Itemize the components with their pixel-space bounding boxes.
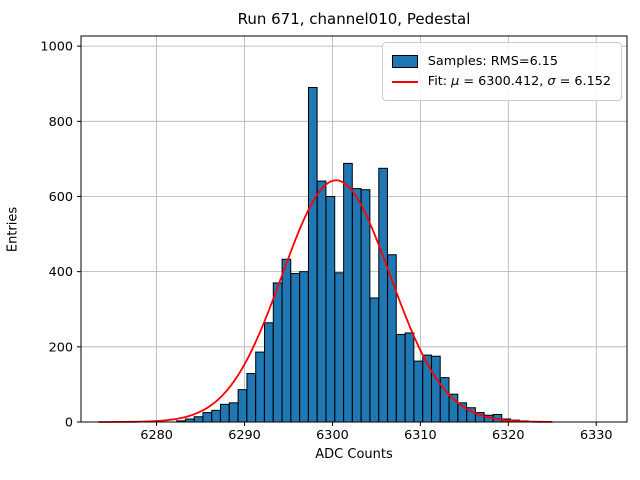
chart-title: Run 671, channel010, Pedestal [237,10,471,28]
fit-curve [98,179,553,423]
histogram-bar [220,403,230,423]
histogram-swatch-icon [391,55,418,68]
y-tick-label: 800 [49,115,73,130]
histogram-bar [439,377,450,423]
x-tick-label: 6310 [404,428,437,443]
histogram-bar [378,167,388,423]
x-tick-label: 6330 [580,428,613,443]
legend-fit-label: Fit: μ = 6300.412, σ = 6.152 [428,74,611,89]
histogram-bar [307,86,318,423]
histogram-bar [290,273,301,423]
histogram-bar [395,333,406,423]
y-tick-label: 400 [49,265,73,280]
histogram-bar [351,188,362,423]
sigma-value: = 6.152 [555,74,611,89]
fit-label-prefix: Fit: [427,74,452,89]
histogram-bar [263,322,274,423]
x-tick-label: 6300 [316,428,349,443]
y-tick-label: 1000 [40,40,73,55]
histogram-bar [369,297,380,423]
histogram-bar [316,180,327,423]
histogram-bar [343,162,353,423]
x-axis-label: ADC Counts [315,447,393,462]
histogram-bar [360,189,371,423]
histogram-bar [246,373,257,423]
histogram-bar [202,412,213,423]
y-tick-label: 0 [65,416,73,431]
y-tick-label: 600 [49,190,73,205]
x-tick-label: 6280 [140,428,173,443]
histogram-bar [228,402,239,423]
histogram-bar [325,195,336,423]
legend-entry-samples: Samples: RMS=6.15 [391,53,611,70]
histogram-bar [334,272,344,423]
sigma-symbol: σ [547,74,556,89]
mu-value: = 6300.412, [459,74,548,89]
histogram-bar [281,258,292,423]
y-axis-label: Entries [5,206,21,253]
histogram-bar [413,360,424,423]
legend: Samples: RMS=6.15 Fit: μ = 6300.412, σ =… [381,42,622,101]
histogram-bar [299,271,309,423]
fit-line-swatch-icon [391,75,418,88]
mu-symbol: μ [451,74,460,89]
x-tick-label: 6290 [228,428,261,443]
legend-entry-fit: Fit: μ = 6300.412, σ = 6.152 [391,73,611,90]
histogram-bar [404,332,415,423]
histogram-bar [431,355,441,423]
histogram-bar [237,389,248,423]
histogram-bar [255,351,265,423]
y-tick-label: 200 [49,340,73,355]
histogram-bar [272,282,283,423]
histogram-bar [211,409,221,423]
histogram-bar [193,416,204,423]
legend-samples-label: Samples: RMS=6.15 [427,54,559,69]
axes-frame [80,35,628,423]
x-tick-label: 6320 [492,428,525,443]
